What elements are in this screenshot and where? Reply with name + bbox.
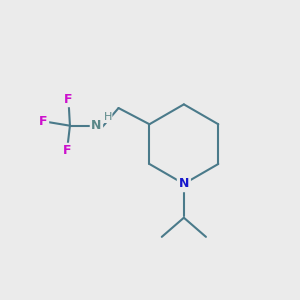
Text: N: N bbox=[91, 119, 102, 132]
Text: H: H bbox=[103, 112, 112, 122]
Text: F: F bbox=[39, 115, 48, 128]
Text: F: F bbox=[64, 93, 73, 106]
Text: N: N bbox=[179, 177, 189, 190]
Text: F: F bbox=[63, 144, 71, 157]
